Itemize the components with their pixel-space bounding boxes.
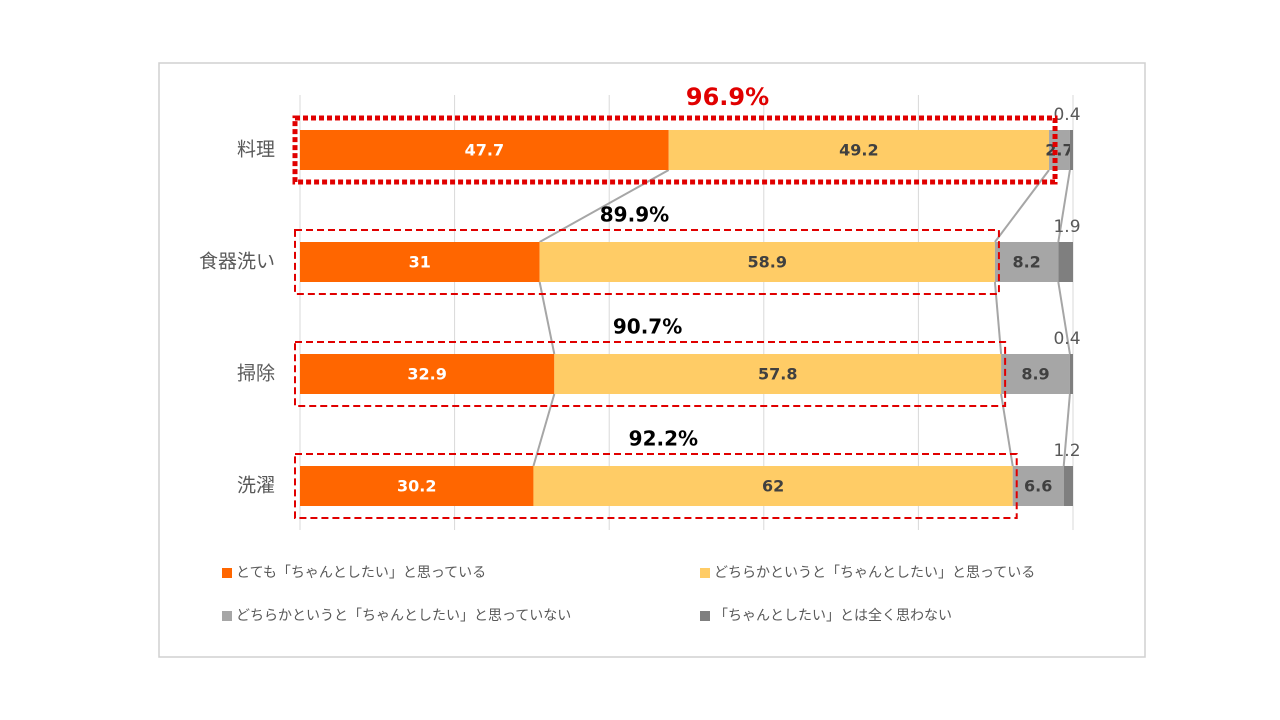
- legend-label: どちらかというと「ちゃんとしたい」と思っていない: [236, 608, 571, 624]
- connector-line: [1057, 281, 1071, 355]
- data-label: 62: [762, 477, 784, 496]
- legend-swatch: [222, 568, 232, 578]
- bar-segment: [1058, 242, 1073, 282]
- bar-segment: [668, 130, 1050, 170]
- data-label: 57.8: [758, 365, 797, 384]
- annotation: 96.9%: [686, 83, 769, 111]
- bar-segment: [1069, 130, 1073, 170]
- data-label: 58.9: [748, 253, 787, 272]
- data-label: 2.7: [1045, 141, 1073, 160]
- category-label: 掃除: [237, 363, 275, 385]
- data-label: 30.2: [397, 477, 436, 496]
- bar-segment: [533, 466, 1013, 506]
- bar-segment: [1069, 354, 1073, 394]
- data-label: 47.7: [465, 141, 504, 160]
- bar-segment: [300, 466, 534, 506]
- legend-label: どちらかというと「ちゃんとしたい」と思っている: [714, 565, 1035, 581]
- data-label: 32.9: [407, 365, 446, 384]
- data-label: 1.9: [1053, 217, 1080, 237]
- highlight-box: [294, 341, 1007, 407]
- bar-segment: [300, 242, 540, 282]
- legend-label: 「ちゃんとしたい」とは全く思わない: [714, 607, 952, 624]
- bar-segment: [994, 242, 1059, 282]
- annotation: 90.7%: [613, 315, 682, 339]
- bar-segment: [300, 354, 555, 394]
- connector-line: [1062, 393, 1071, 467]
- connector-line: [1057, 169, 1071, 243]
- bar-segment: [554, 354, 1002, 394]
- data-label: 8.2: [1012, 253, 1040, 272]
- data-label: 49.2: [839, 141, 878, 160]
- annotation: 92.2%: [629, 427, 698, 451]
- category-label: 料理: [237, 139, 275, 161]
- data-label: 31: [409, 253, 431, 272]
- data-label: 8.9: [1021, 365, 1049, 384]
- annotation: 89.9%: [600, 203, 669, 227]
- category-label: 洗濯: [237, 475, 275, 497]
- bar-segment: [1001, 354, 1070, 394]
- bar-segment: [1012, 466, 1064, 506]
- connector-line: [994, 169, 1050, 243]
- connector-line: [532, 393, 556, 467]
- data-label: 0.4: [1053, 329, 1080, 349]
- highlight-box: [292, 115, 1058, 185]
- legend-swatch: [222, 611, 232, 621]
- category-label: 食器洗い: [199, 251, 275, 273]
- legend-label: とても「ちゃんとしたい」と思っている: [236, 565, 486, 581]
- bar-segment: [300, 130, 669, 170]
- highlight-box: [294, 453, 1018, 519]
- legend-swatch: [700, 611, 710, 621]
- data-label: 0.4: [1053, 105, 1080, 125]
- data-label: 6.6: [1024, 477, 1052, 496]
- bar-segment: [539, 242, 995, 282]
- legend-swatch: [700, 568, 710, 578]
- data-label: 1.2: [1053, 441, 1080, 461]
- bar-segment: [1063, 466, 1073, 506]
